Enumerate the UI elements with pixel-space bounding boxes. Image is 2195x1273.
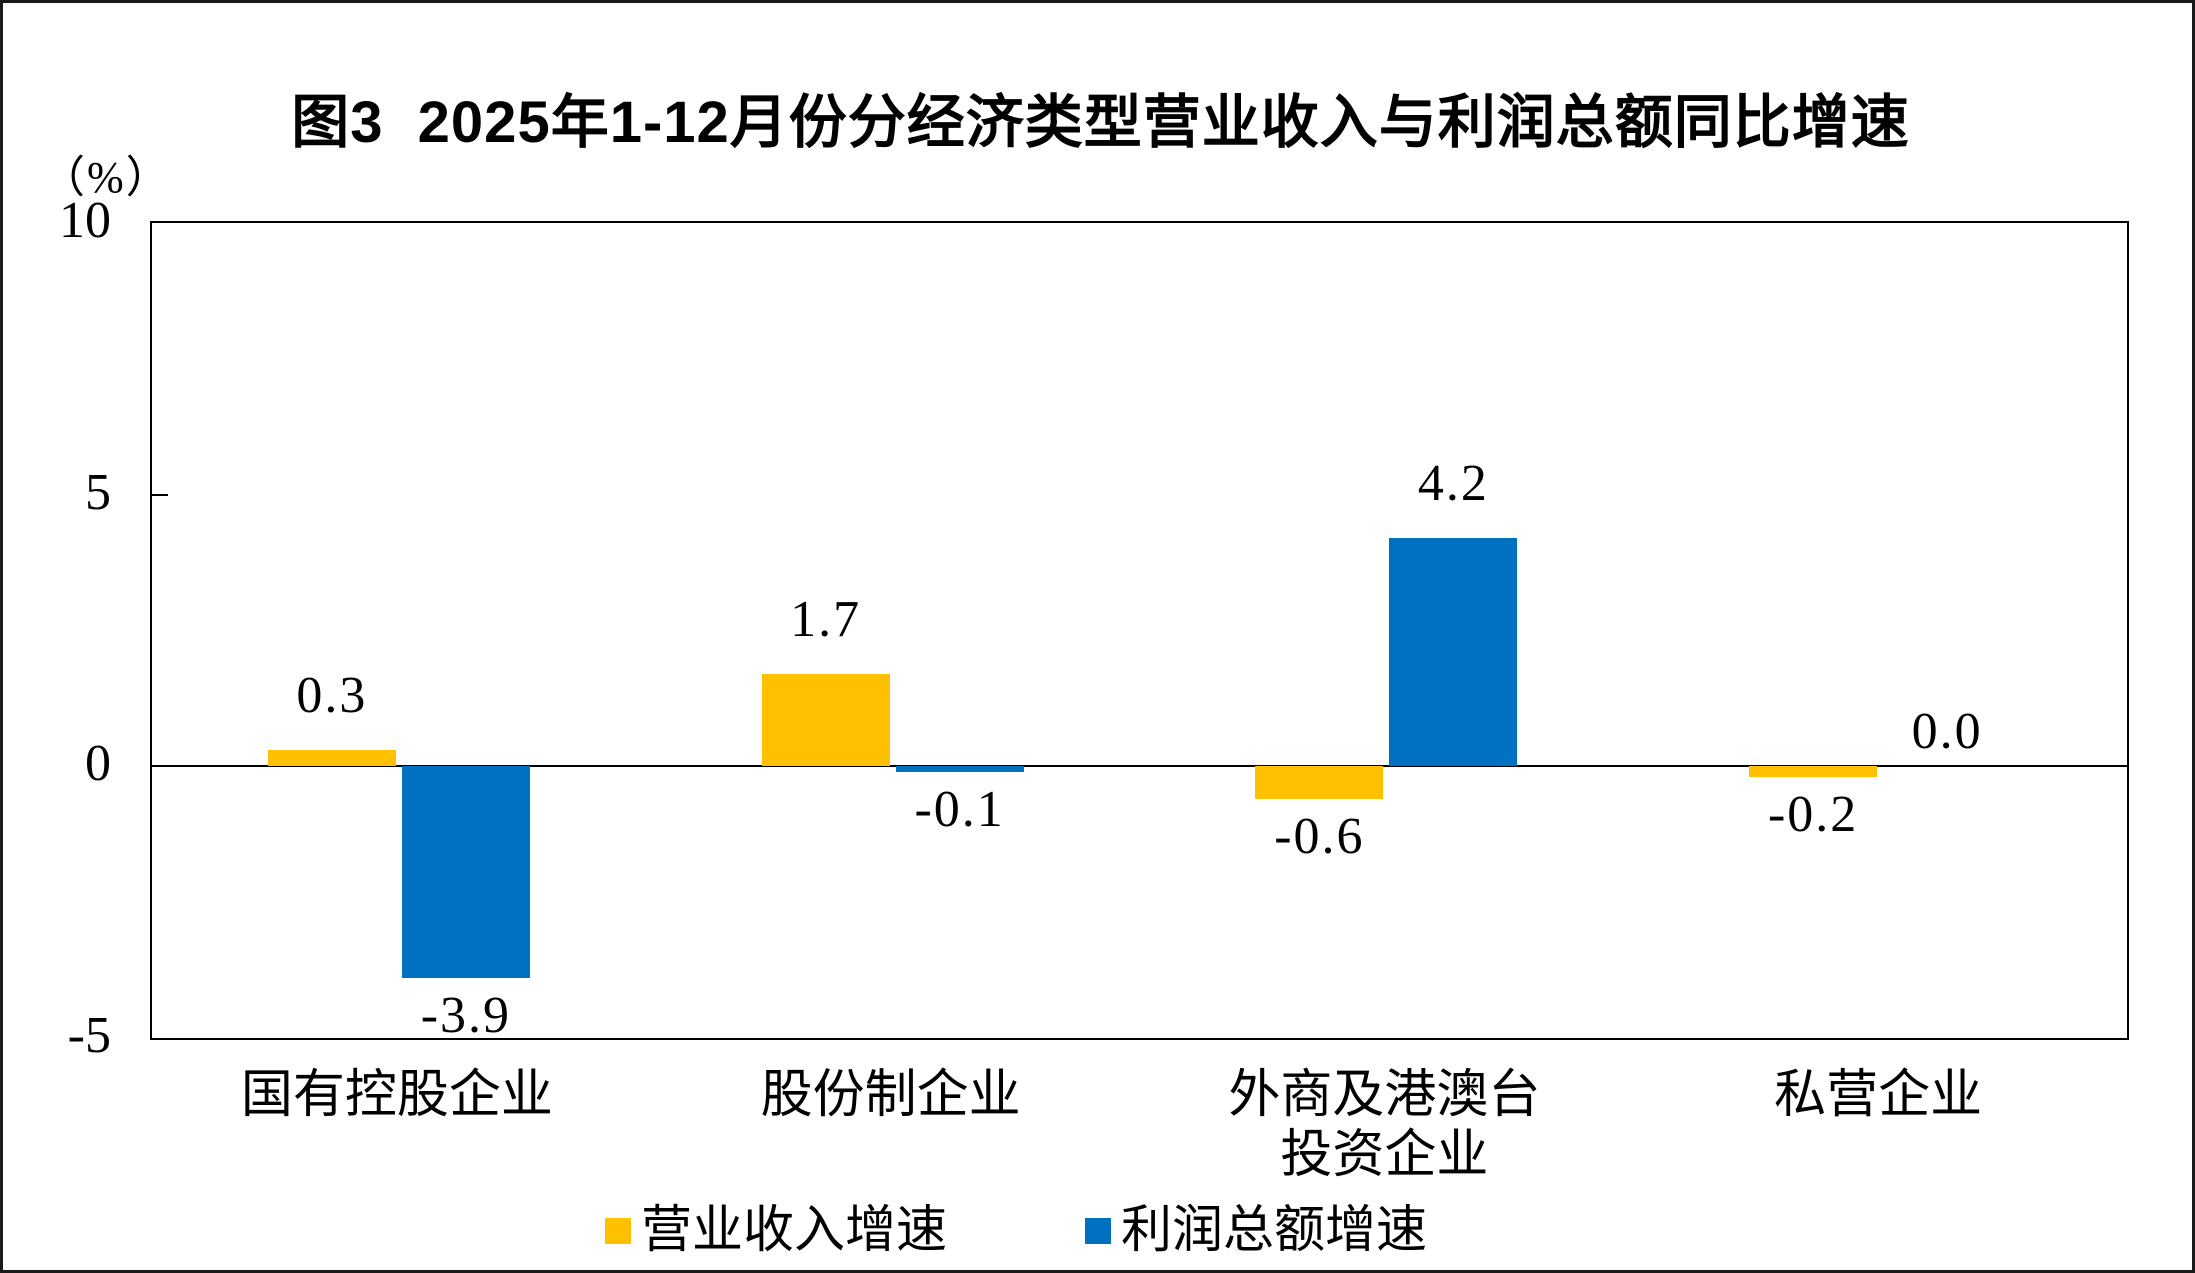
- chart-title: 图3 2025年1-12月份分经济类型营业收入与利润总额同比增速: [291, 90, 1910, 155]
- legend-swatch-revenue: [605, 1218, 631, 1245]
- y-tick-mark-5: [152, 493, 168, 496]
- legend-label-revenue: 营业收入增速: [641, 1203, 948, 1259]
- data-label-series1-cat0: -3.9: [420, 987, 512, 1045]
- y-tick-label--5: -5: [67, 1007, 111, 1064]
- legend: 营业收入增速 利润总额增速: [605, 1203, 1427, 1259]
- plot-area: 0.3 1.7 -0.6 -0.2 -3.9 -0.1 4.2 0.0: [150, 221, 2129, 1045]
- legend-item-profit-growth: 利润总额增速: [1085, 1203, 1427, 1259]
- data-label-series0-cat1: 1.7: [790, 590, 862, 648]
- bar-series1-cat2: [1389, 538, 1518, 767]
- y-tick-label-0: 0: [85, 735, 111, 793]
- data-label-series0-cat2: -0.6: [1274, 807, 1365, 865]
- legend-item-revenue-growth: 营业收入增速: [605, 1203, 947, 1259]
- category-label-1: 股份制企业: [760, 1067, 1021, 1124]
- y-axis-unit-label: （%）: [41, 153, 172, 202]
- legend-swatch-profit: [1085, 1218, 1112, 1245]
- y-tick-label-5: 5: [85, 463, 111, 521]
- bar-series1-cat0: [401, 766, 530, 979]
- zero-line: [152, 765, 2127, 768]
- data-label-series1-cat2: 4.2: [1417, 455, 1489, 513]
- category-label-0: 国有控股企业: [240, 1067, 553, 1124]
- category-label-2: 外商及港澳台 投资企业: [1228, 1067, 1541, 1184]
- bar-series0-cat2: [1255, 766, 1384, 799]
- bar-series0-cat3: [1749, 766, 1878, 778]
- bar-series0-cat1: [761, 673, 890, 767]
- bar-series0-cat0: [267, 750, 396, 767]
- data-label-series0-cat0: 0.3: [296, 667, 368, 725]
- data-label-series0-cat3: -0.2: [1767, 786, 1859, 844]
- bar-series1-cat1: [895, 766, 1024, 772]
- data-label-series1-cat1: -0.1: [914, 780, 1005, 838]
- category-label-3: 私营企业: [1774, 1067, 1983, 1124]
- legend-label-profit: 利润总额增速: [1121, 1203, 1428, 1259]
- data-label-series1-cat3: 0.0: [1911, 703, 1983, 761]
- y-tick-label-10: 10: [59, 192, 111, 249]
